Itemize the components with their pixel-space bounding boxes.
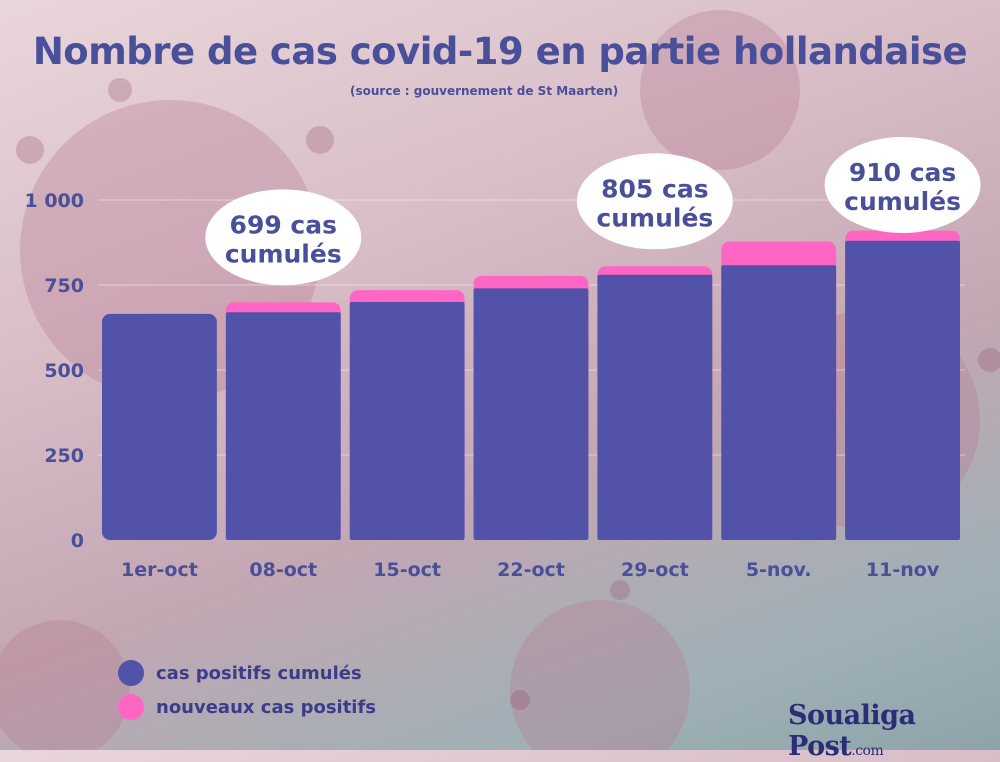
y-tick-label: 1 000 bbox=[25, 190, 85, 212]
legend-swatch-new bbox=[118, 694, 144, 720]
bar-cumulative-cases bbox=[721, 265, 837, 540]
y-tick-label: 750 bbox=[44, 275, 84, 297]
bar-cumulative-cases bbox=[102, 313, 217, 540]
annotation-line2: cumulés bbox=[844, 187, 961, 216]
chart-title: Nombre de cas covid-19 en partie holland… bbox=[32, 30, 968, 73]
x-tick-label: 15-oct bbox=[373, 559, 441, 581]
chart-subtitle: (source : gouvernement de St Maarten) bbox=[350, 84, 619, 98]
logo-name: Soualiga Post bbox=[788, 700, 916, 762]
y-tick-label: 500 bbox=[44, 360, 84, 382]
y-tick-label: 0 bbox=[71, 530, 84, 552]
annotation-bubble bbox=[205, 189, 362, 286]
annotation-line2: cumulés bbox=[596, 203, 713, 232]
bar-cumulative-cases bbox=[845, 240, 960, 541]
annotation-line1: 910 cas bbox=[849, 158, 956, 187]
bar-cumulative-cases bbox=[473, 288, 589, 540]
legend-item-new: nouveaux cas positifs bbox=[118, 694, 376, 720]
y-tick-label: 250 bbox=[44, 445, 84, 467]
x-tick-label: 08-oct bbox=[249, 559, 317, 581]
x-tick-label: 29-oct bbox=[621, 559, 689, 581]
x-tick-label: 5-nov. bbox=[746, 559, 812, 581]
annotation-line2: cumulés bbox=[225, 239, 342, 268]
legend-label-new: nouveaux cas positifs bbox=[156, 696, 377, 718]
bar-cumulative-cases bbox=[349, 302, 465, 540]
legend-label-cumulative: cas positifs cumulés bbox=[156, 662, 362, 684]
legend-item-cumulative: cas positifs cumulés bbox=[118, 660, 376, 686]
annotation-bubble bbox=[576, 153, 733, 250]
bar-cumulative-cases bbox=[225, 312, 341, 540]
legend-swatch-cumulative bbox=[118, 660, 144, 686]
annotation-bubble bbox=[824, 137, 981, 233]
x-tick-label: 1er-oct bbox=[121, 559, 198, 581]
x-tick-label: 11-nov bbox=[866, 559, 940, 581]
bar-cumulative-cases bbox=[597, 274, 713, 540]
annotation-line1: 805 cas bbox=[601, 174, 708, 203]
publisher-logo: Soualiga Post.com bbox=[788, 700, 1000, 762]
annotation-line1: 699 cas bbox=[230, 210, 337, 239]
logo-tld: .com bbox=[851, 743, 884, 759]
legend: cas positifs cumulés nouveaux cas positi… bbox=[118, 660, 376, 728]
x-tick-label: 22-oct bbox=[497, 559, 565, 581]
